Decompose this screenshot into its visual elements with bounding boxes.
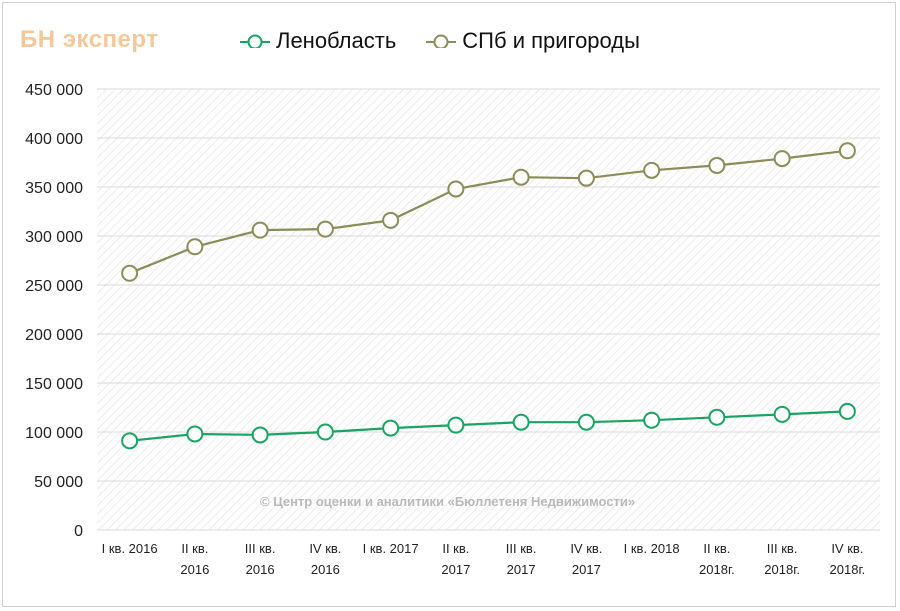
x-tick-label-line: III кв. [245, 541, 276, 556]
data-point [577, 169, 595, 187]
x-tick-label-line: II кв. [703, 541, 730, 556]
x-tick-label: III кв. 2016 [245, 541, 276, 577]
x-tick-label-line: 2017 [572, 562, 601, 577]
x-tick-label: II кв. 2016 [180, 541, 209, 577]
x-tick-label: IV кв. 2018г. [830, 541, 866, 577]
data-point [382, 419, 400, 437]
data-point [251, 426, 269, 444]
plot-area [97, 89, 880, 530]
chart-legend: Ленобласть СПб и пригороды [240, 28, 640, 54]
data-point [382, 211, 400, 229]
x-tick-label-line: I кв. 2017 [363, 541, 419, 556]
y-tick-label: 350 000 [25, 180, 83, 197]
y-tick-label: 0 [74, 523, 83, 540]
x-tick-label-line: I кв. 2016 [102, 541, 158, 556]
x-tick-label: III кв. 2018г. [764, 541, 800, 577]
x-tick-label-line: 2016 [246, 562, 275, 577]
data-point [316, 423, 334, 441]
y-tick-label: 50 000 [34, 474, 83, 491]
series-line-0 [129, 410, 848, 442]
series-line-1 [129, 149, 848, 275]
data-point [773, 150, 791, 168]
y-tick-label: 300 000 [25, 229, 83, 246]
y-tick-label: 250 000 [25, 278, 83, 295]
legend-item-spb: СПб и пригороды [426, 28, 640, 54]
data-point [643, 161, 661, 179]
data-point [577, 413, 595, 431]
y-tick-label: 200 000 [25, 327, 83, 344]
x-tick-label-line: 2017 [441, 562, 470, 577]
y-tick-label: 100 000 [25, 425, 83, 442]
data-point [512, 168, 530, 186]
legend-marker-lenoblast [240, 34, 270, 48]
data-point [121, 264, 139, 282]
data-point [838, 402, 856, 420]
x-tick-label-line: 2018г. [699, 562, 735, 577]
y-tick-label: 450 000 [25, 82, 83, 99]
data-point [316, 220, 334, 238]
data-point [708, 408, 726, 426]
x-tick-label: III кв. 2017 [506, 541, 537, 577]
x-tick-label-line: II кв. [181, 541, 208, 556]
legend-item-lenoblast: Ленобласть [240, 28, 396, 54]
legend-label-lenoblast: Ленобласть [276, 28, 397, 53]
x-tick-label: II кв. 2018г. [699, 541, 735, 577]
x-tick-label: II кв. 2017 [441, 541, 470, 577]
legend-label-spb: СПб и пригороды [462, 28, 640, 53]
x-tick-label-line: 2016 [311, 562, 340, 577]
x-tick-label: IV кв. 2017 [570, 541, 602, 577]
x-tick-label-line: I кв. 2018 [624, 541, 680, 556]
x-tick-label-line: 2018г. [764, 562, 800, 577]
x-tick-label-line: III кв. [506, 541, 537, 556]
data-point [773, 405, 791, 423]
data-point [186, 238, 204, 256]
x-tick-label-line: 2018г. [830, 562, 866, 577]
x-tick-label: IV кв. 2016 [309, 541, 341, 577]
x-tick-label: I кв. 2016 [102, 541, 158, 556]
data-point [121, 432, 139, 450]
data-point [838, 142, 856, 160]
x-tick-label-line: III кв. [767, 541, 798, 556]
y-tick-label: 400 000 [25, 131, 83, 148]
x-tick-label-line: 2016 [180, 562, 209, 577]
data-point [251, 221, 269, 239]
data-point [186, 425, 204, 443]
x-tick-label: I кв. 2017 [363, 541, 419, 556]
data-point [447, 180, 465, 198]
x-tick-label-line: 2017 [507, 562, 536, 577]
legend-marker-spb [426, 34, 457, 48]
x-tick-label-line: IV кв. [570, 541, 602, 556]
copyright-watermark: © Центр оценки и аналитики «Бюллетеня Не… [260, 494, 636, 509]
brand-logo: БН эксперт [20, 26, 159, 53]
x-tick-label-line: II кв. [442, 541, 469, 556]
x-tick-label-line: IV кв. [309, 541, 341, 556]
data-point [643, 411, 661, 429]
x-tick-label-line: IV кв. [831, 541, 863, 556]
data-point [447, 416, 465, 434]
y-tick-label: 150 000 [25, 376, 83, 393]
x-tick-label: I кв. 2018 [624, 541, 680, 556]
data-point [708, 156, 726, 174]
data-point [512, 413, 530, 431]
